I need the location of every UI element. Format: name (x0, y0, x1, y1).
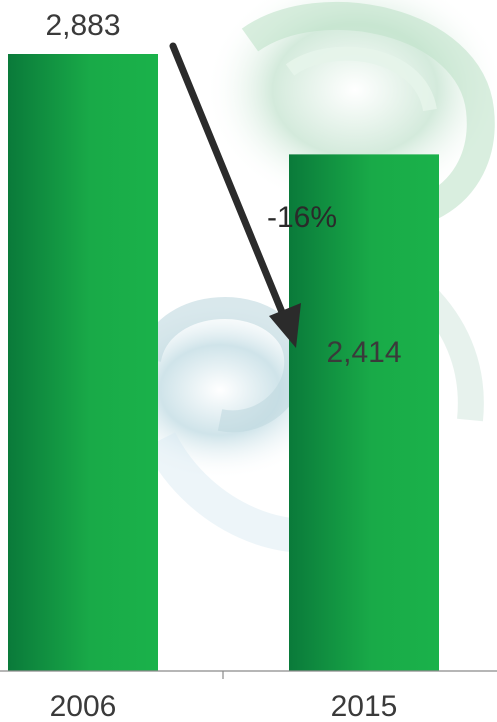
value-label-2006: 2,883 (45, 9, 120, 42)
bar-2006 (8, 54, 158, 671)
bar-2015 (289, 154, 439, 671)
change-percent-label: -16% (267, 201, 337, 234)
change-arrow (169, 42, 301, 348)
bars-group (8, 54, 439, 671)
category-label-2006: 2006 (50, 690, 117, 722)
value-label-2015: 2,414 (326, 336, 401, 369)
category-label-2015: 2015 (331, 690, 398, 722)
